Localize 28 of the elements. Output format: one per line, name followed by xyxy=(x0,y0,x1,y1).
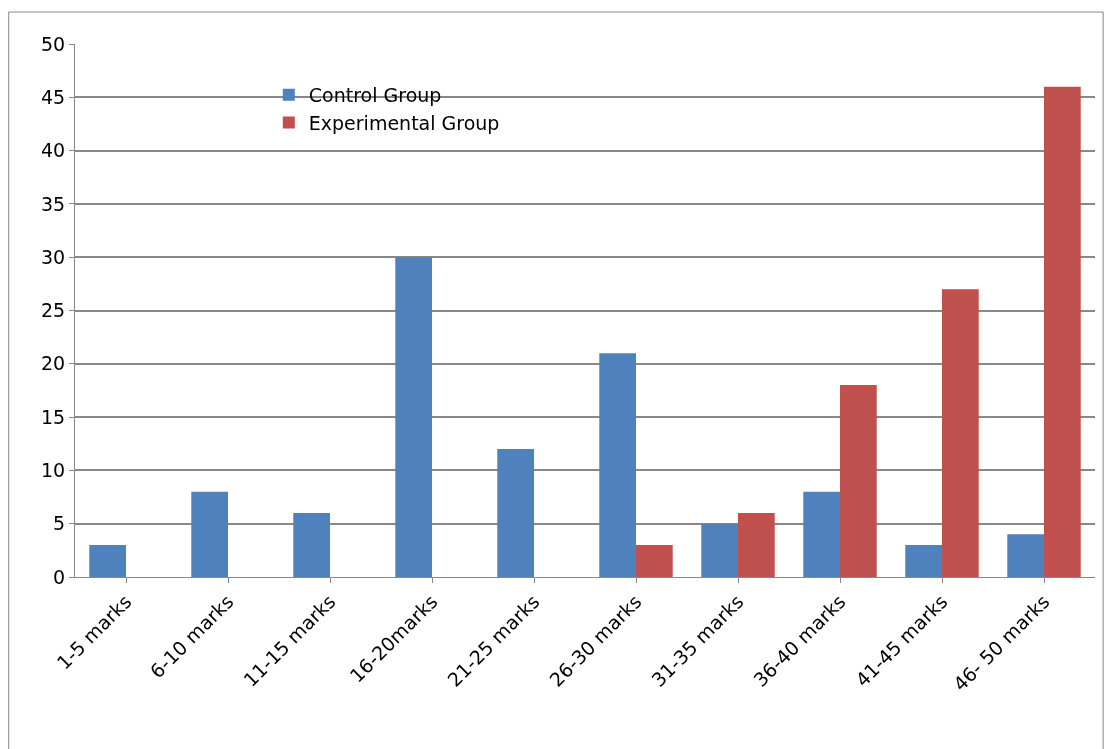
legend-label: Experimental Group xyxy=(308,111,500,134)
y-tick-label: 35 xyxy=(41,192,66,215)
bar xyxy=(89,545,126,577)
bar xyxy=(599,353,636,577)
y-tick-label: 25 xyxy=(41,299,66,322)
bar xyxy=(1044,86,1081,577)
bar xyxy=(738,513,775,577)
bar xyxy=(1007,534,1044,577)
bar xyxy=(636,545,673,577)
bar xyxy=(840,385,877,577)
y-tick-label: 0 xyxy=(53,565,66,588)
bar xyxy=(942,289,979,577)
y-tick-label: 20 xyxy=(41,352,66,375)
bar xyxy=(293,513,330,577)
y-tick-label: 50 xyxy=(41,32,66,55)
y-tick-label: 40 xyxy=(41,139,66,162)
y-tick-label: 45 xyxy=(41,85,66,108)
y-tick-label: 30 xyxy=(41,245,66,268)
legend-label: Control Group xyxy=(308,84,442,107)
y-tick-label: 10 xyxy=(41,459,66,482)
y-tick-label: 15 xyxy=(41,405,66,428)
bar xyxy=(701,523,738,577)
bar xyxy=(191,491,228,577)
bar xyxy=(497,449,534,577)
bar xyxy=(905,545,942,577)
y-tick-label: 5 xyxy=(53,512,66,535)
bar xyxy=(395,257,432,577)
bar xyxy=(803,491,840,577)
